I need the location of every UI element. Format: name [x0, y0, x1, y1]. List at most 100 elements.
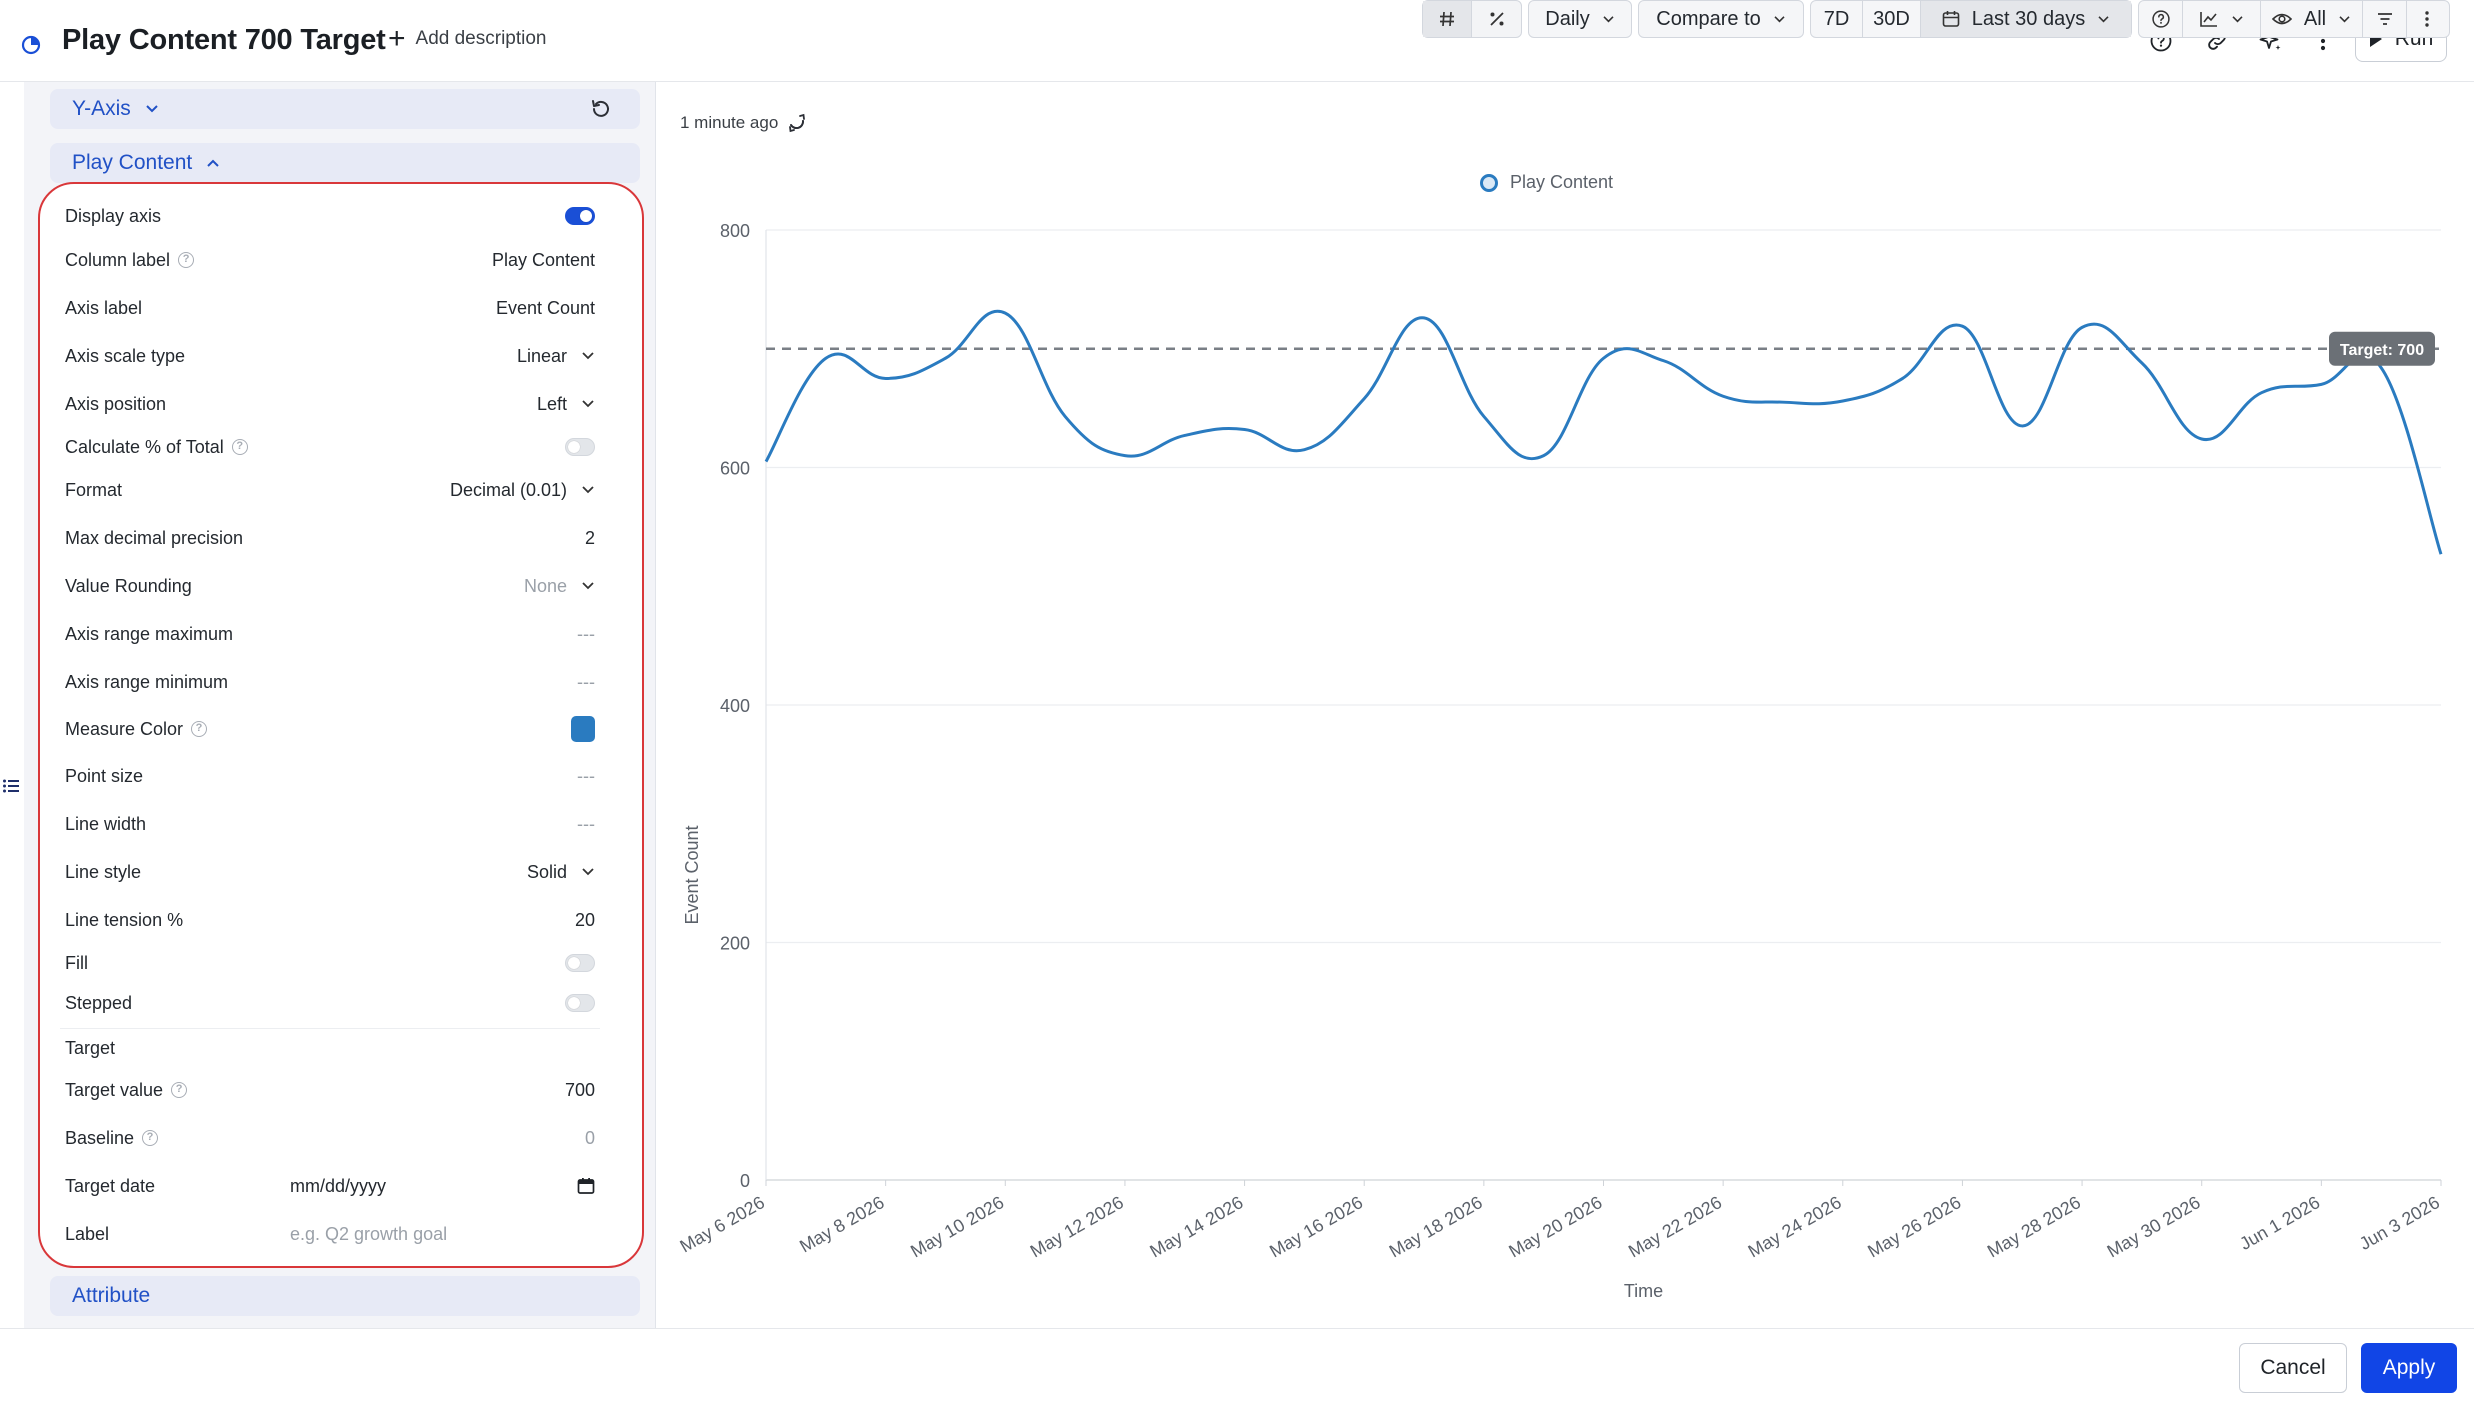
chevron-down-icon — [2339, 15, 2350, 22]
value-rounding-select[interactable]: None — [524, 576, 595, 597]
visibility-value: All — [2303, 7, 2327, 30]
x-tick-label: May 28 2026 — [1984, 1192, 2084, 1261]
target-heading: Target — [65, 1037, 116, 1058]
max-decimal-precision-input[interactable]: 2 — [584, 527, 595, 548]
chevron-down-icon — [146, 105, 158, 113]
measure-color-swatch[interactable] — [571, 716, 595, 742]
row-axis-scale-type: Axis scale type Linear — [65, 338, 595, 374]
axis-range-max-input[interactable]: --- — [577, 623, 595, 644]
help-icon[interactable]: ? — [231, 439, 248, 455]
row-column-label: Column label? Play Content — [65, 242, 595, 278]
stepped-toggle[interactable] — [565, 994, 595, 1012]
filter-button[interactable] — [2363, 1, 2407, 37]
y-tick-label: 800 — [720, 221, 750, 241]
x-tick-label: Jun 3 2026 — [2356, 1192, 2443, 1254]
calendar-icon[interactable] — [577, 1177, 595, 1195]
axis-position-select[interactable]: Left — [537, 394, 595, 415]
line-chart: 0 200 400 600 800 May 6 2026 May 8 2026 May 10 … — [677, 221, 2443, 1301]
point-size-label: Point size — [65, 765, 144, 786]
target-value-input[interactable]: 700 — [564, 1079, 595, 1100]
section-y-axis-label: Y-Axis — [72, 97, 131, 120]
chart-help-button[interactable] — [2139, 1, 2183, 37]
help-icon — [2151, 10, 2170, 28]
axis-range-min-label: Axis range minimum — [65, 671, 229, 692]
display-axis-toggle[interactable] — [565, 207, 595, 225]
row-target-date: Target date mm/dd/yyyy — [65, 1168, 595, 1204]
percent-icon — [1489, 12, 1504, 26]
target-date-input[interactable]: mm/dd/yyyy — [290, 1168, 595, 1204]
section-attribute-label: Attribute — [72, 1284, 151, 1307]
calc-pct-total-toggle[interactable] — [565, 438, 595, 456]
x-tick-label: May 16 2026 — [1266, 1192, 1366, 1261]
granularity-select[interactable]: Daily — [1528, 0, 1632, 38]
help-icon[interactable]: ? — [171, 1082, 188, 1098]
axis-label-input[interactable]: Event Count — [495, 297, 595, 318]
chevron-down-icon — [582, 582, 594, 590]
row-stepped: Stepped — [65, 985, 595, 1021]
number-format-toggle-group — [1422, 0, 1522, 38]
help-icon[interactable]: ? — [191, 721, 208, 737]
baseline-input[interactable]: 0 — [584, 1127, 595, 1148]
point-size-input[interactable]: --- — [577, 765, 595, 786]
x-tick-label: May 6 2026 — [677, 1192, 768, 1256]
label-input[interactable]: e.g. Q2 growth goal — [290, 1223, 448, 1244]
axis-scale-type-value: Linear — [516, 345, 567, 366]
visibility-select[interactable]: All — [2261, 1, 2363, 37]
chevron-down-icon — [582, 486, 594, 494]
line-width-label: Line width — [65, 813, 147, 834]
line-tension-input[interactable]: 20 — [574, 909, 595, 930]
section-attribute[interactable]: Attribute — [50, 1276, 640, 1316]
x-tick-label: May 18 2026 — [1386, 1192, 1486, 1261]
add-description-button[interactable]: + Add description — [388, 24, 547, 54]
chart-type-select[interactable] — [2183, 1, 2261, 37]
chevron-down-icon — [2232, 15, 2243, 22]
row-target-value: Target value? 700 — [65, 1072, 595, 1108]
fill-toggle[interactable] — [565, 954, 595, 972]
chevron-down-icon — [582, 400, 594, 408]
column-label-label: Column label — [65, 249, 171, 270]
column-label-input[interactable]: Play Content — [491, 249, 595, 270]
series-line-play-content — [764, 309, 2443, 555]
list-icon[interactable] — [2, 777, 20, 795]
date-range-value: Last 30 days — [1971, 7, 2086, 30]
range-7d-button[interactable]: 7D — [1811, 1, 1863, 37]
x-tick-label: Jun 1 2026 — [2236, 1192, 2323, 1254]
cancel-button[interactable]: Cancel — [2239, 1343, 2347, 1393]
chevron-up-icon — [207, 159, 219, 167]
help-icon[interactable]: ? — [142, 1130, 159, 1146]
format-label: Format — [65, 479, 123, 500]
value-rounding-label: Value Rounding — [65, 575, 192, 596]
axis-range-min-input[interactable]: --- — [577, 671, 595, 692]
value-rounding-placeholder: None — [523, 575, 567, 596]
format-select[interactable]: Decimal (0.01) — [450, 480, 595, 501]
calc-pct-total-label: Calculate % of Total — [65, 436, 224, 457]
chart-more-button[interactable] — [2407, 1, 2447, 37]
hash-button[interactable] — [1423, 1, 1473, 37]
row-axis-position: Axis position Left — [65, 386, 595, 422]
compare-to-select[interactable]: Compare to — [1638, 0, 1804, 38]
line-width-input[interactable]: --- — [577, 813, 595, 834]
y-tick-label: 0 — [740, 1171, 750, 1191]
axis-scale-type-select[interactable]: Linear — [517, 346, 595, 367]
axis-scale-type-label: Axis scale type — [65, 345, 186, 366]
chart-legend[interactable]: Play Content — [1480, 172, 1613, 193]
line-style-select[interactable]: Solid — [527, 862, 595, 883]
apply-button[interactable]: Apply — [2361, 1343, 2457, 1393]
help-icon[interactable]: ? — [178, 252, 195, 268]
label-label: Label — [65, 1223, 110, 1244]
refresh-icon[interactable] — [786, 112, 808, 134]
date-range-select[interactable]: Last 30 days — [1921, 1, 2131, 37]
range-30d-button[interactable]: 30D — [1863, 1, 1921, 37]
row-label: Label e.g. Q2 growth goal — [65, 1216, 595, 1252]
x-tick-label: May 8 2026 — [796, 1192, 887, 1256]
target-label-badge — [2329, 331, 2435, 366]
section-play-content[interactable]: Play Content — [50, 143, 640, 183]
reset-icon[interactable] — [590, 98, 612, 120]
measure-color-label: Measure Color — [65, 718, 184, 739]
y-tick-label: 600 — [720, 459, 750, 479]
percent-button[interactable] — [1472, 1, 1521, 37]
last-updated-text: 1 minute ago — [680, 113, 779, 132]
section-y-axis[interactable]: Y-Axis — [50, 89, 640, 129]
chevron-down-icon — [1774, 15, 1785, 22]
row-line-tension: Line tension % 20 — [65, 902, 595, 938]
